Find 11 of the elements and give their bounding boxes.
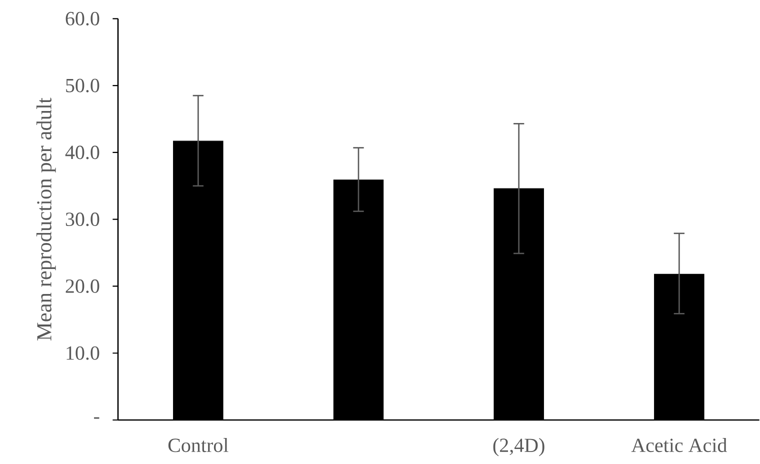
x-tick-label: Acetic Acid [631,438,727,452]
y-tick-label: 50.0 [66,78,100,92]
y-tick-label: 40.0 [65,146,100,160]
x-tick-label: (2,4D) [493,438,544,456]
y-tick-label: 30.0 [66,212,100,226]
y-tick-label: 60.0 [66,12,100,26]
y-axis-title: Mean reproduction per adult [36,98,56,340]
y-tick-label: 20.0 [66,279,100,294]
y-tick-label: 10.0 [66,346,100,360]
x-tick-label: Control [168,438,228,452]
y-tick-label: - [94,417,100,419]
